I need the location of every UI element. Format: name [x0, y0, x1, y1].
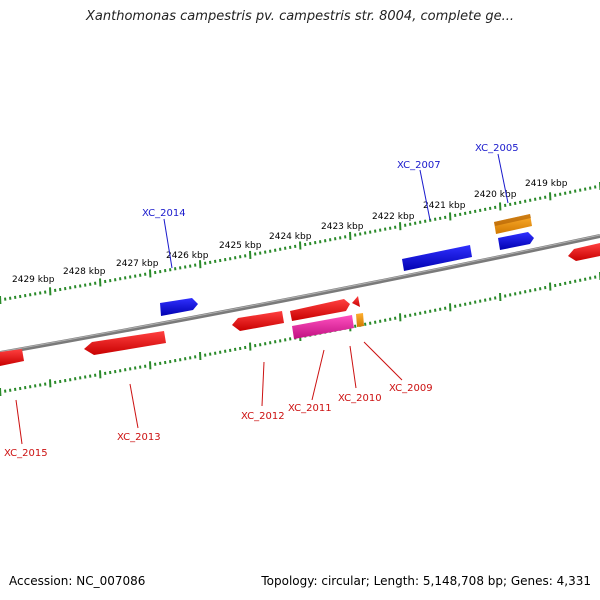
leader-xc-2013 — [129, 383, 139, 429]
reverse-strand-genes — [0, 311, 364, 366]
scale-label: 2421 kbp — [423, 201, 466, 211]
gene-label-xc-2012: XC_2012 — [241, 411, 285, 422]
genome-backbone — [0, 234, 600, 355]
gene-label-xc-2015: XC_2015 — [4, 448, 48, 459]
scale-label: 2419 kbp — [525, 179, 568, 189]
scale-labels: 2429 kbp 2428 kbp 2427 kbp 2426 kbp 2425… — [12, 179, 568, 285]
gene-xc-2005-arrow — [498, 232, 534, 250]
scale-label: 2429 kbp — [12, 275, 55, 285]
label-leaders — [15, 153, 509, 445]
gene-xc-2010-arrow — [292, 315, 354, 339]
gene-small-red-marker — [352, 296, 360, 307]
leader-xc-2009 — [363, 341, 403, 381]
gene-xc-2007-arrow — [402, 245, 472, 271]
gene-xc-2013-arrow — [84, 331, 166, 355]
gene-xc-2011-arrow — [290, 299, 350, 321]
leader-xc-2015 — [15, 399, 23, 445]
scale-label: 2422 kbp — [372, 212, 415, 222]
inner-scale-ticks — [0, 272, 600, 397]
scale-label: 2420 kbp — [474, 190, 517, 200]
gene-label-xc-2013: XC_2013 — [117, 432, 161, 443]
gene-label-xc-2005: XC_2005 — [475, 143, 519, 154]
leader-xc-2011 — [311, 349, 325, 401]
gene-label-xc-2014: XC_2014 — [142, 208, 186, 219]
scale-label: 2426 kbp — [166, 251, 209, 261]
leader-xc-2012 — [261, 361, 265, 407]
scale-label: 2425 kbp — [219, 241, 262, 251]
gene-label-xc-2011: XC_2011 — [288, 403, 332, 414]
gene-xc-2012-arrow — [232, 311, 284, 331]
page-title: Xanthomonas campestris pv. campestris st… — [86, 9, 514, 24]
scale-label: 2424 kbp — [269, 232, 312, 242]
footer-accession: Accession: NC_007086 — [9, 574, 146, 588]
gene-xc-2014-arrow — [160, 298, 198, 316]
forward-strand-genes — [160, 214, 600, 321]
gene-right-edge-arrow — [568, 243, 600, 261]
footer-stats: Topology: circular; Length: 5,148,708 bp… — [261, 574, 591, 588]
gene-label-xc-2007: XC_2007 — [397, 160, 441, 171]
genome-backbone-highlight — [0, 234, 600, 353]
gene-label-xc-2010: XC_2010 — [338, 393, 382, 404]
gene-labels: XC_2005 XC_2007 XC_2014 XC_2015 XC_2013 … — [4, 143, 519, 459]
gene-xc-2009-arrow — [356, 313, 364, 327]
scale-label: 2427 kbp — [116, 259, 159, 269]
leader-xc-2010 — [349, 345, 357, 389]
outer-scale-ticks — [0, 182, 600, 305]
scale-label: 2428 kbp — [63, 267, 106, 277]
leader-xc-2014 — [163, 218, 173, 269]
gene-label-xc-2009: XC_2009 — [389, 383, 433, 394]
leader-xc-2007 — [419, 169, 431, 221]
scale-label: 2423 kbp — [321, 222, 364, 232]
gene-xc-2015-arrow — [0, 349, 24, 366]
leader-xc-2005 — [497, 153, 509, 204]
